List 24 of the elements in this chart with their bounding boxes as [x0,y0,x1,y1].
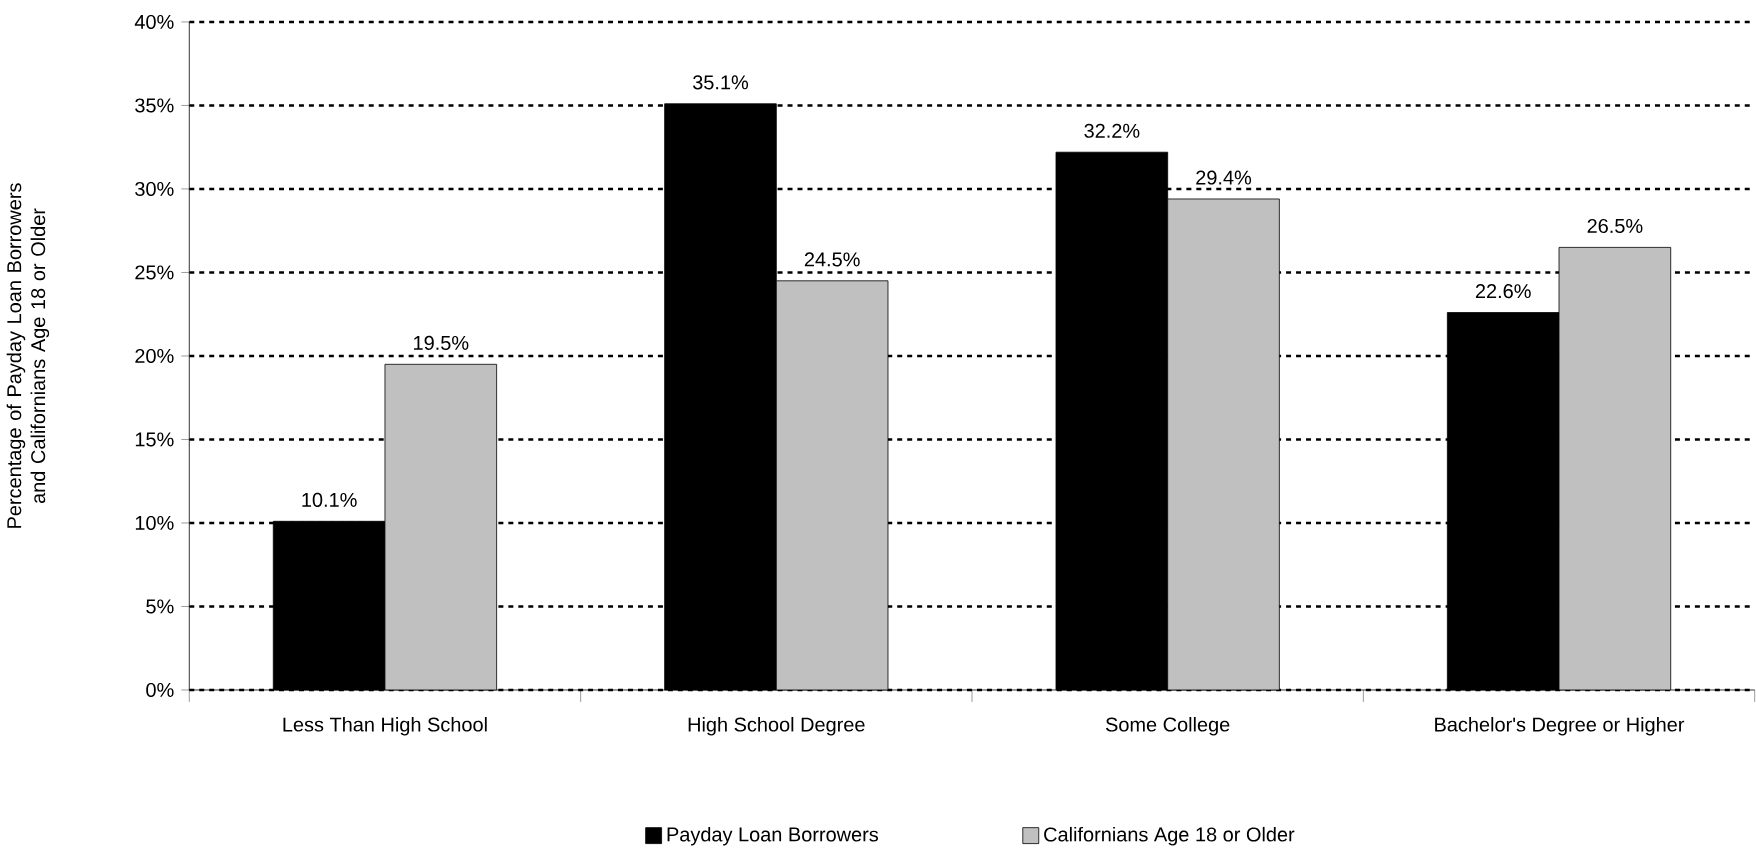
x-tick-label: Less Than High School [283,716,487,736]
y-tick-label: 30% [135,181,174,196]
y-tick-label: 0% [146,682,174,697]
data-label: 24.5% [804,252,860,267]
y-tick-label: 25% [135,265,174,280]
legend-label: Californians Age 18 or Older [1044,826,1295,846]
data-label: 32.2% [1084,123,1140,138]
x-tick-label: High School Degree [688,716,865,736]
x-tick-label: Some College [1105,716,1230,736]
y-tick-label: 20% [135,348,174,363]
y-axis-title: Percentage of Payday Loan Borrowers and Californians Age 18 or Older [6,183,50,528]
legend-label: Payday Loan Borrowers [667,826,879,846]
data-label: 22.6% [1475,283,1531,299]
data-label: 29.4% [1196,170,1252,185]
y-tick-label: 5% [146,599,174,614]
data-label: 26.5% [1587,218,1643,233]
y-tick-label: 35% [135,98,174,113]
data-label: 10.1% [302,492,357,507]
y-tick-label: 40% [134,14,174,29]
y-tick-label: 15% [135,432,174,447]
x-tick-label: Bachelor's Degree or Higher [1435,716,1685,736]
data-label: 19.5% [414,335,469,350]
data-label: 35.1% [692,75,749,90]
y-tick-label: 10% [135,515,174,530]
